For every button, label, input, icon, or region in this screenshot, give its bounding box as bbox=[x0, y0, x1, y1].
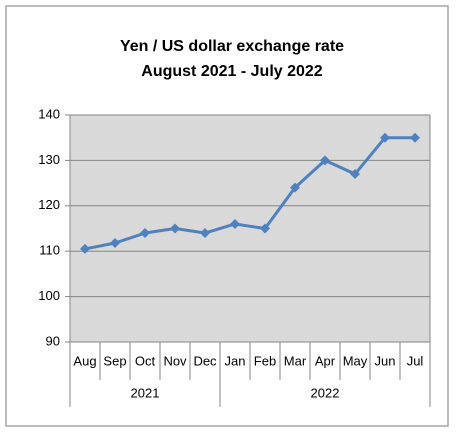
marker bbox=[320, 155, 330, 166]
y-tick-label: 130 bbox=[38, 152, 60, 167]
x-tick-label: Mar bbox=[284, 353, 307, 368]
marker bbox=[200, 228, 210, 239]
y-tick-label: 90 bbox=[46, 333, 60, 348]
marker bbox=[350, 169, 360, 180]
x-tick-label: Oct bbox=[135, 353, 156, 368]
y-tick-label: 140 bbox=[38, 106, 60, 121]
marker bbox=[380, 132, 390, 143]
x-tick-label: Apr bbox=[315, 353, 336, 368]
plot-area bbox=[69, 114, 431, 343]
x-tick-label: May bbox=[343, 353, 368, 368]
x-tick-label: Jul bbox=[407, 353, 424, 368]
x-tick-label: Jan bbox=[225, 353, 246, 368]
marker bbox=[140, 228, 150, 239]
y-tick-label: 100 bbox=[38, 288, 60, 303]
x-tick-label: Aug bbox=[73, 353, 96, 368]
x-tick-label: Nov bbox=[163, 353, 187, 368]
x-tick-label: Sep bbox=[103, 353, 126, 368]
y-tick-label: 120 bbox=[38, 197, 60, 212]
marker bbox=[80, 243, 90, 254]
marker bbox=[110, 238, 120, 249]
x-tick-label: Dec bbox=[193, 353, 217, 368]
y-tick-label: 110 bbox=[39, 243, 60, 258]
chart-title: Yen / US dollar exchange rate bbox=[120, 38, 344, 55]
line bbox=[84, 136, 415, 251]
marker bbox=[260, 223, 270, 234]
chart-subtitle: August 2021 - July 2022 bbox=[141, 63, 323, 80]
x-tick-label: Jun bbox=[375, 353, 396, 368]
marker bbox=[230, 218, 240, 229]
marker bbox=[170, 223, 180, 234]
x-group-label: 2022 bbox=[311, 385, 340, 400]
marker bbox=[410, 132, 420, 143]
marker bbox=[290, 182, 300, 193]
x-tick-label: Feb bbox=[254, 353, 276, 368]
x-group-label: 2021 bbox=[131, 385, 160, 400]
